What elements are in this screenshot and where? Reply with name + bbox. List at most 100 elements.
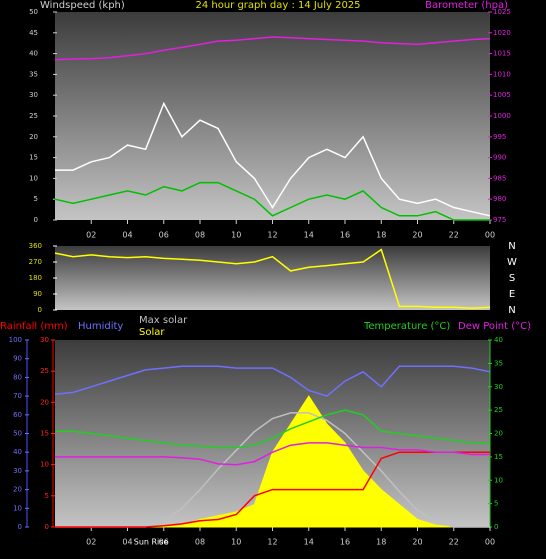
y-tick-label: 30 bbox=[13, 467, 22, 475]
y2-tick-label: 1000 bbox=[493, 112, 511, 120]
y-tick-label: 0 bbox=[34, 216, 38, 224]
x-tick-label: 18 bbox=[376, 538, 386, 547]
legend-entry: Dew Point (°C) bbox=[458, 321, 531, 332]
y2-tick-label: 1010 bbox=[493, 70, 511, 78]
y2-tick-label: 25 bbox=[494, 406, 503, 414]
series-line bbox=[54, 248, 491, 309]
x-tick-label: 16 bbox=[340, 538, 350, 547]
x-tick-label: 04 bbox=[122, 231, 132, 240]
y-tick-label: 35 bbox=[29, 70, 38, 78]
y3-tick-label: 20 bbox=[40, 398, 49, 406]
y-tick-label: 50 bbox=[29, 8, 38, 16]
x-tick-label: 10 bbox=[231, 231, 241, 240]
y-tick-label: 40 bbox=[13, 448, 22, 456]
y-axis-label: Windspeed (kph) bbox=[40, 0, 125, 11]
y-tick-label: 180 bbox=[29, 274, 42, 282]
x-tick-label: 08 bbox=[195, 231, 205, 240]
chart-title: 24 hour graph day : 14 July 2025 bbox=[195, 0, 360, 11]
series-line bbox=[55, 442, 490, 466]
series-line bbox=[55, 101, 491, 217]
y-tick-label: 0 bbox=[38, 306, 42, 314]
y-tick-label: 50 bbox=[13, 430, 22, 438]
x-tick-label: 20 bbox=[412, 538, 422, 547]
y3-tick-label: 30 bbox=[40, 336, 49, 344]
y-tick-label: 10 bbox=[29, 174, 38, 182]
y-tick-label: 40 bbox=[29, 50, 38, 58]
y-tick-label: 30 bbox=[29, 91, 38, 99]
x-tick-label: 22 bbox=[449, 231, 459, 240]
y2-tick-label: 35 bbox=[494, 359, 503, 367]
legend-entry: Rainfall (mm) bbox=[0, 321, 68, 332]
y2-tick-label: 1005 bbox=[493, 91, 511, 99]
x-tick-label: 06 bbox=[159, 538, 169, 547]
direction-plot-area bbox=[55, 246, 490, 310]
y2-tick-label: 10 bbox=[494, 476, 503, 484]
y3-tick-label: 25 bbox=[40, 367, 49, 375]
x-tick-label: 18 bbox=[376, 231, 386, 240]
x-tick-label: 06 bbox=[159, 231, 169, 240]
y2-tick-label: 975 bbox=[493, 216, 506, 224]
x-tick-label: 00 bbox=[485, 231, 495, 240]
y2-tick-label: 980 bbox=[493, 195, 506, 203]
x-tick-label: 04 bbox=[122, 538, 132, 547]
x-tick-label: 16 bbox=[340, 231, 350, 240]
y2-tick-label: 1025 bbox=[493, 8, 511, 16]
x-tick-label: 22 bbox=[449, 538, 459, 547]
y2-tick-label: E bbox=[509, 289, 515, 300]
y3-tick-label: 10 bbox=[40, 461, 49, 469]
y-tick-label: 0 bbox=[18, 523, 22, 531]
y-tick-label: 25 bbox=[29, 112, 38, 120]
y2-tick-label: 30 bbox=[494, 383, 503, 391]
y3-tick-label: 15 bbox=[40, 430, 49, 438]
y-tick-label: 20 bbox=[29, 133, 38, 141]
y2-tick-label: 15 bbox=[494, 453, 503, 461]
y-tick-label: 10 bbox=[13, 504, 22, 512]
y3-tick-label: 5 bbox=[45, 492, 49, 500]
y2-tick-label: 40 bbox=[494, 336, 503, 344]
y2-axis-label: Barometer (hpa) bbox=[425, 0, 508, 11]
legend-entry: Temperature (°C) bbox=[363, 321, 450, 332]
y-tick-label: 270 bbox=[29, 258, 42, 266]
y-tick-label: 60 bbox=[13, 411, 22, 419]
y-tick-label: 70 bbox=[13, 392, 22, 400]
y2-tick-label: 0 bbox=[494, 523, 498, 531]
x-tick-label: 02 bbox=[86, 231, 96, 240]
y-tick-label: 20 bbox=[13, 486, 22, 494]
legend-entry: Humidity bbox=[78, 321, 123, 332]
y-tick-label: 360 bbox=[29, 242, 42, 250]
x-tick-label: 14 bbox=[304, 231, 314, 240]
y-tick-label: 45 bbox=[29, 29, 38, 37]
legend-entry: Max solar bbox=[139, 315, 188, 326]
wind-plot-area bbox=[55, 12, 490, 220]
series-line bbox=[54, 181, 490, 221]
series-line bbox=[54, 36, 491, 61]
y2-tick-label: 1020 bbox=[493, 29, 511, 37]
y3-tick-label: 0 bbox=[45, 523, 49, 531]
y2-tick-label: N bbox=[508, 305, 515, 316]
y-tick-label: 80 bbox=[13, 373, 22, 381]
series-line bbox=[55, 409, 490, 449]
x-tick-label: 00 bbox=[485, 538, 495, 547]
x-tick-label: 02 bbox=[86, 538, 96, 547]
series-line bbox=[54, 365, 491, 397]
x-tick-label: 14 bbox=[304, 538, 314, 547]
series-line bbox=[55, 451, 490, 528]
y2-tick-label: 985 bbox=[493, 174, 506, 182]
y-tick-label: 5 bbox=[34, 195, 38, 203]
y-tick-label: 90 bbox=[13, 355, 22, 363]
y-tick-label: 100 bbox=[9, 336, 22, 344]
y2-tick-label: 1015 bbox=[493, 50, 511, 58]
y2-tick-label: 5 bbox=[494, 500, 498, 508]
y2-tick-label: W bbox=[507, 257, 517, 268]
y-tick-label: 90 bbox=[33, 290, 42, 298]
x-tick-label: 12 bbox=[267, 231, 277, 240]
x-tick-label: 10 bbox=[231, 538, 241, 547]
y2-tick-label: 995 bbox=[493, 133, 506, 141]
legend-entry: Solar bbox=[139, 327, 165, 338]
y-tick-label: 15 bbox=[29, 154, 38, 162]
x-tick-label: 08 bbox=[195, 538, 205, 547]
y2-tick-label: 990 bbox=[493, 154, 506, 162]
annotation: Sun Rise bbox=[134, 538, 169, 547]
x-tick-label: 20 bbox=[412, 231, 422, 240]
